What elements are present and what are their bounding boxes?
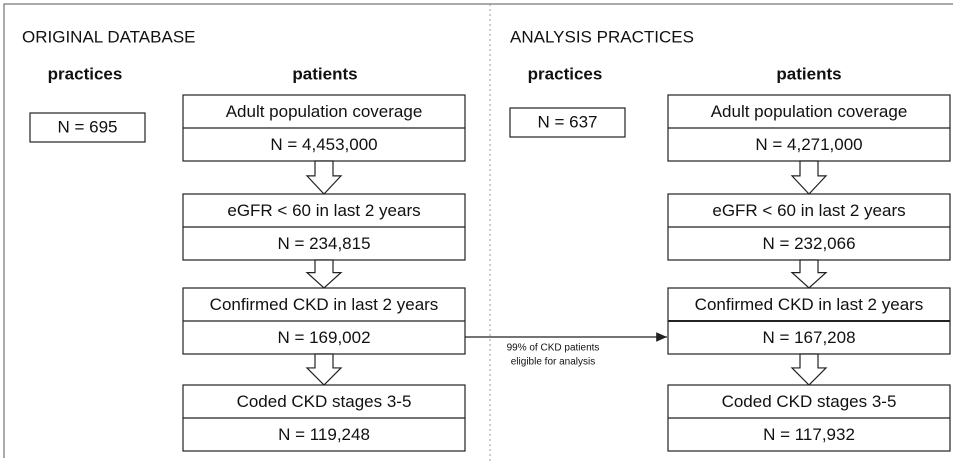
column-header: practices [528, 64, 603, 83]
step-label: Confirmed CKD in last 2 years [210, 295, 439, 314]
flow-arrow [305, 259, 343, 289]
step-value: N = 232,066 [762, 234, 855, 253]
panel-title: ORIGINAL DATABASE [22, 27, 196, 46]
step-label: eGFR < 60 in last 2 years [227, 201, 420, 220]
practices-box [29, 112, 146, 143]
column-header: patients [292, 64, 357, 83]
step-value: N = 4,271,000 [755, 135, 862, 154]
step-label: eGFR < 60 in last 2 years [712, 201, 905, 220]
step-label: Coded CKD stages 3-5 [237, 392, 412, 411]
step-value: N = 119,248 [278, 425, 370, 444]
flow-arrow [305, 353, 343, 386]
column-header: practices [48, 64, 123, 83]
connector-label: eligible for analysis [511, 357, 596, 368]
practices-box [509, 107, 626, 138]
column-header: patients [776, 64, 841, 83]
step-label: Adult population coverage [226, 102, 423, 121]
step-value: N = 4,453,000 [270, 135, 377, 154]
panel-title: ANALYSIS PRACTICES [510, 27, 694, 46]
flow-arrow [790, 259, 828, 289]
step-value: N = 117,932 [763, 425, 855, 444]
flow-arrow [790, 160, 828, 195]
frame [3, 3, 953, 458]
practices-count: N = 695 [57, 117, 117, 136]
flow-arrow [790, 353, 828, 386]
step-label: Coded CKD stages 3-5 [722, 392, 897, 411]
flow-arrow [305, 160, 343, 195]
step-value: N = 167,208 [762, 328, 855, 347]
step-value: N = 169,002 [277, 328, 370, 347]
connector-label: 99% of CKD patients [507, 343, 600, 354]
step-label: Adult population coverage [711, 102, 908, 121]
step-label: Confirmed CKD in last 2 years [695, 295, 924, 314]
practices-count: N = 637 [537, 112, 597, 131]
step-value: N = 234,815 [277, 234, 370, 253]
